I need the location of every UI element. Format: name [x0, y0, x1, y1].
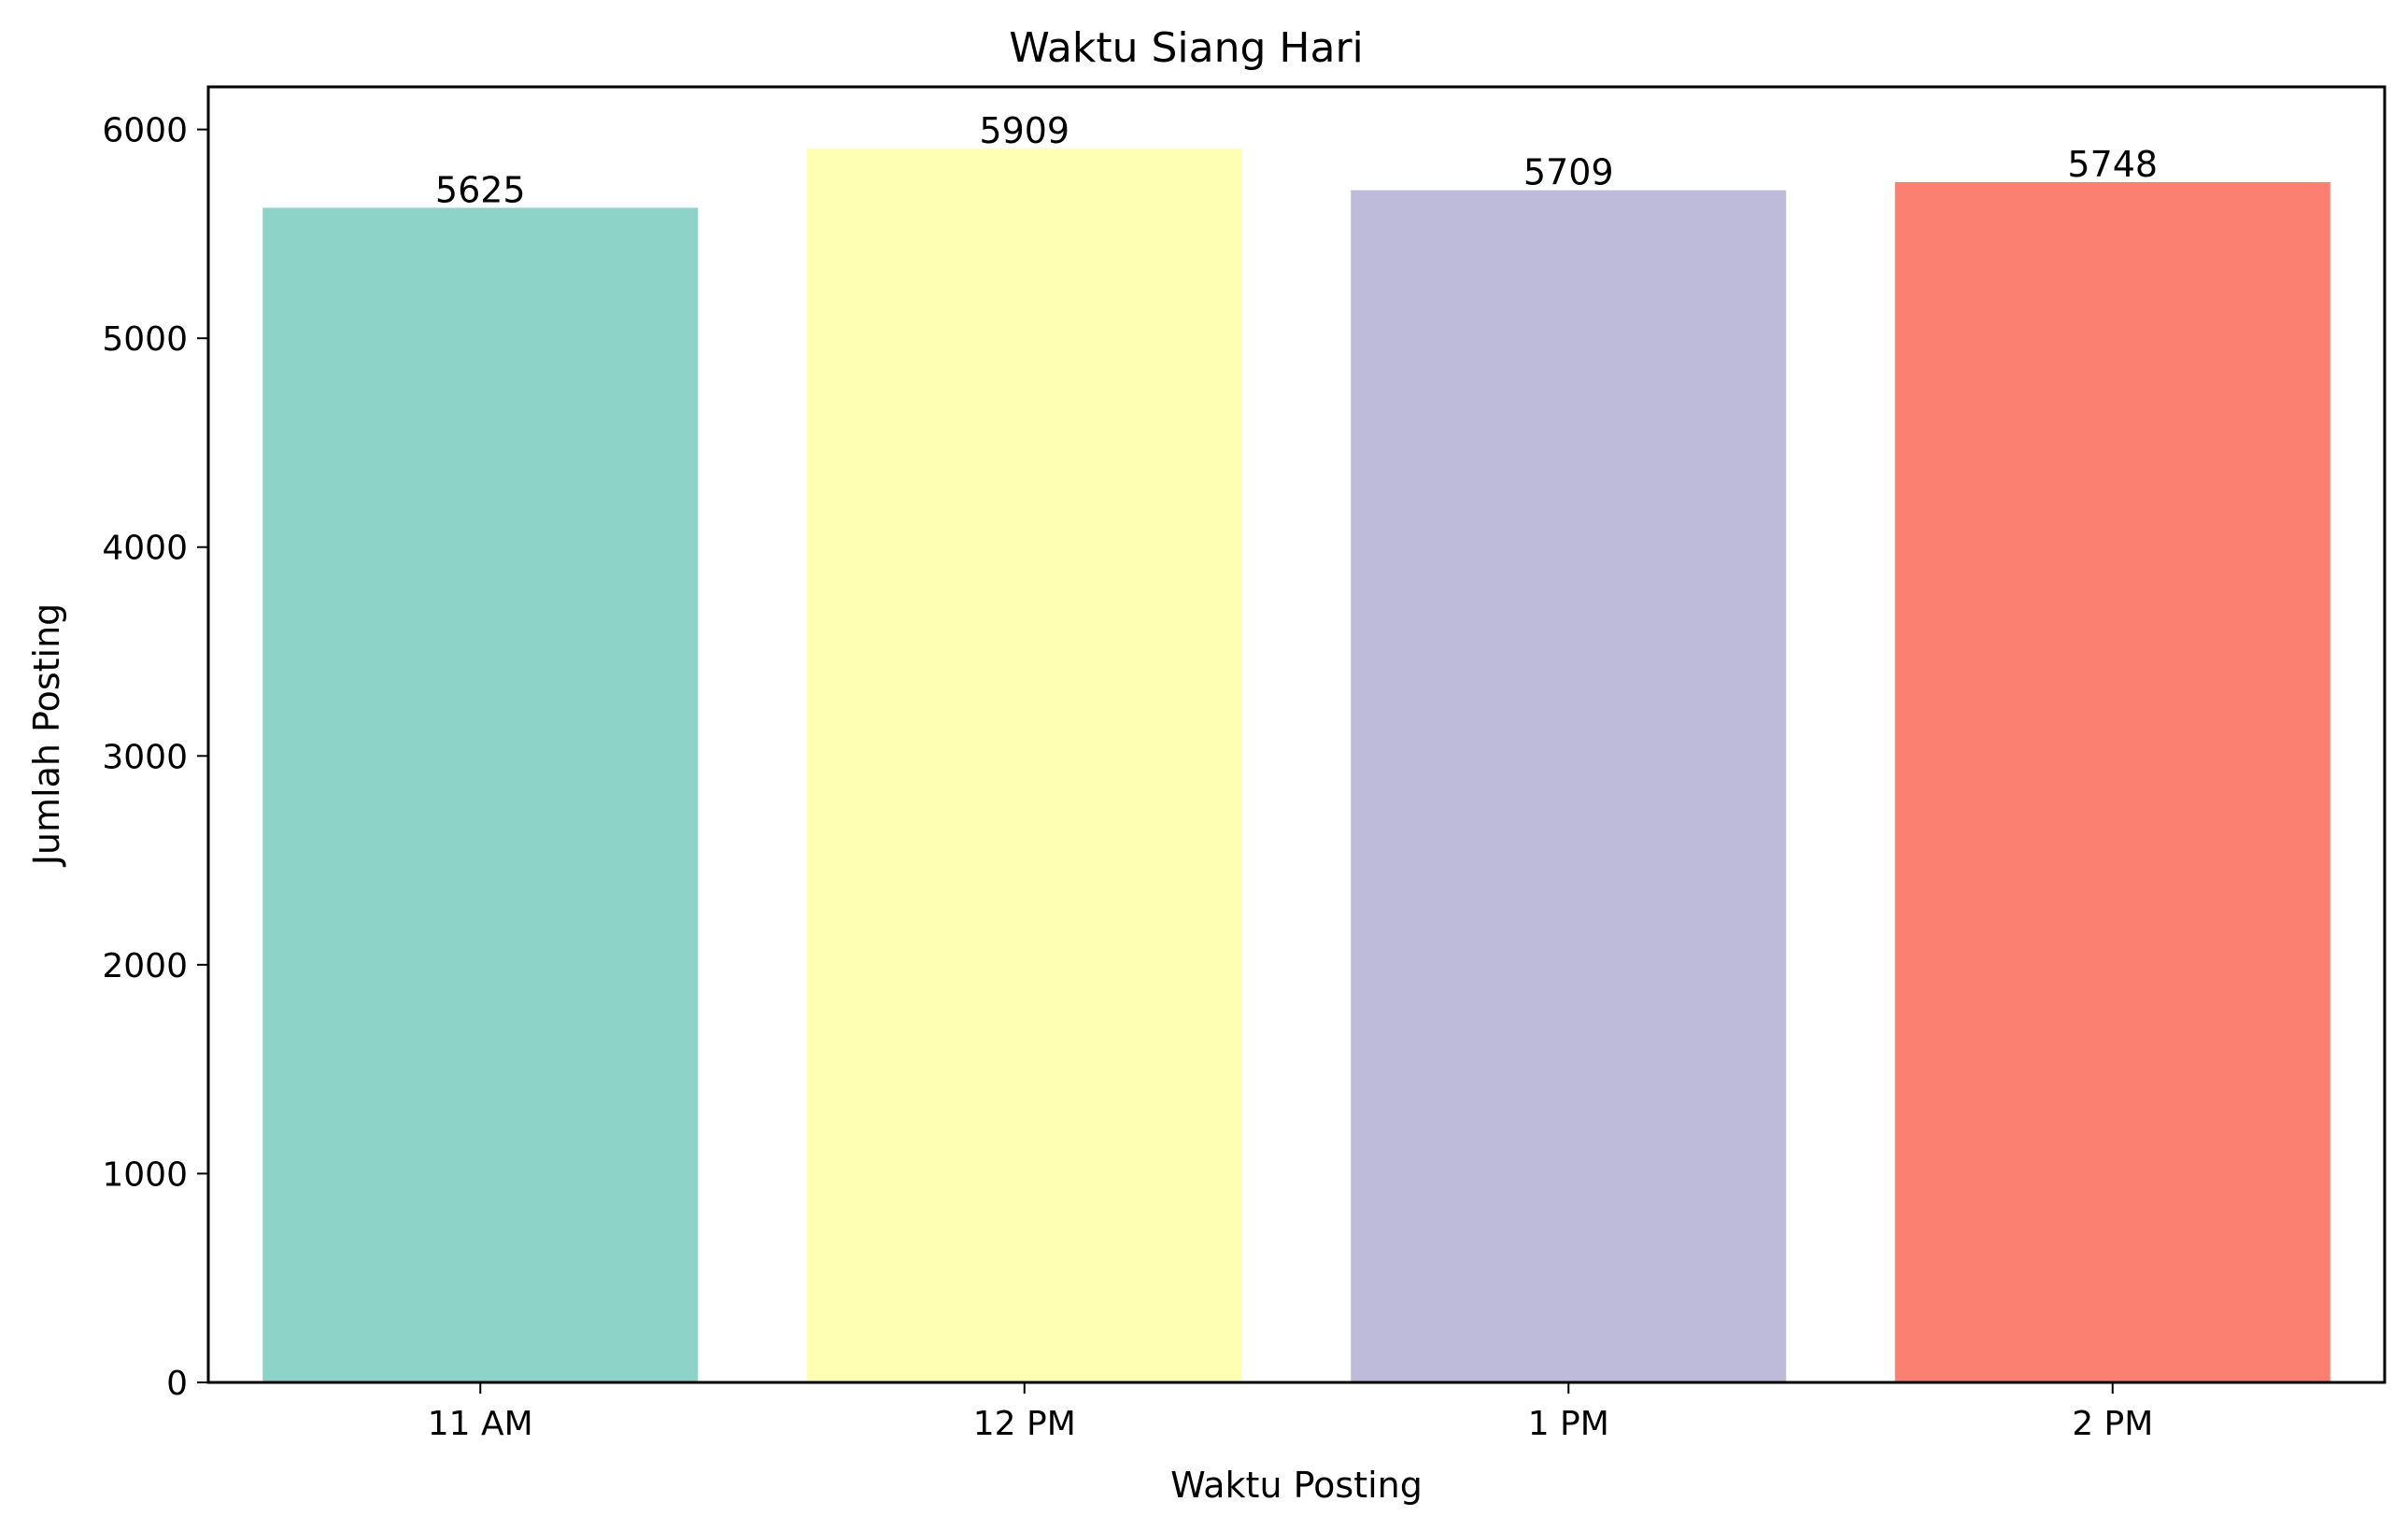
bars-group: [262, 148, 2330, 1383]
x-tick-label-0: 11 AM: [428, 1405, 533, 1443]
x-tick-label-3: 2 PM: [2072, 1405, 2153, 1443]
data-label-3: 5748: [2067, 144, 2158, 185]
bar-0: [262, 207, 699, 1383]
y-axis-label: Jumlah Posting: [26, 603, 67, 868]
y-tick-label-6: 6000: [102, 112, 188, 150]
bar-1: [806, 148, 1242, 1383]
bar-2: [1351, 190, 1787, 1382]
x-axis-label: Waktu Posting: [1170, 1465, 1423, 1506]
data-label-0: 5625: [435, 169, 526, 210]
bar-3: [1894, 181, 2330, 1383]
y-tick-label-4: 4000: [102, 530, 188, 568]
x-tick-label-2: 1 PM: [1528, 1405, 1609, 1443]
data-labels-group: 5625 5909 5709 5748: [435, 110, 2158, 210]
y-tick-label-5: 5000: [102, 320, 188, 359]
data-label-2: 5709: [1523, 152, 1614, 193]
y-tick-label-3: 3000: [102, 738, 188, 776]
chart-title: Waktu Siang Hari: [1009, 24, 1364, 72]
x-tick-label-1: 12 PM: [973, 1405, 1076, 1443]
y-tick-label-2: 2000: [102, 947, 188, 985]
plot-frame: [206, 85, 2387, 1384]
y-axis: 0 1000 2000 3000 4000 5000 6000: [102, 112, 208, 1403]
data-label-1: 5909: [979, 110, 1069, 151]
y-tick-label-0: 0: [166, 1365, 188, 1403]
y-tick-label-1: 1000: [102, 1155, 188, 1194]
x-axis: 11 AM 12 PM 1 PM 2 PM: [428, 1382, 2153, 1443]
